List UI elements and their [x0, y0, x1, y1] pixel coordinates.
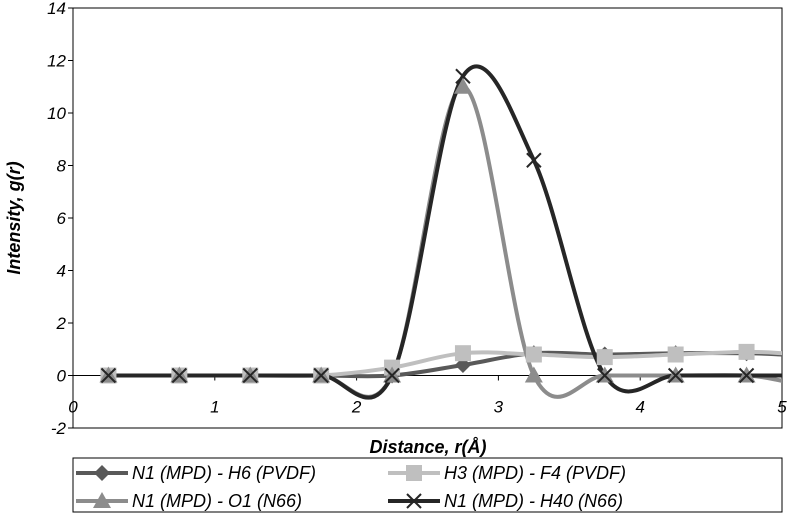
legend-marker	[94, 465, 110, 481]
legend-marker	[406, 465, 422, 481]
x-mark-stroke	[313, 367, 329, 384]
x-mark-stroke	[242, 367, 258, 384]
x-mark-stroke	[738, 367, 755, 384]
series-4-point	[597, 367, 613, 384]
x-tick-label: 1	[210, 398, 219, 417]
x-tick-label: 5	[777, 398, 787, 417]
x-tick-label: 3	[494, 398, 504, 417]
series-4-point	[100, 367, 117, 384]
legend-label: N1 (MPD) - H6 (PVDF)	[132, 463, 316, 483]
legend-marker	[406, 493, 422, 509]
legend-item-2: H3 (MPD) - F4 (PVDF)	[388, 463, 626, 483]
y-axis-title: Intensity, g(r)	[4, 161, 24, 274]
series-2-point	[454, 345, 471, 362]
series-4-point	[171, 367, 188, 384]
series-4-point	[313, 367, 329, 384]
series-3-point	[524, 366, 543, 383]
x-tick-label: 0	[68, 398, 78, 417]
legend-label: H3 (MPD) - F4 (PVDF)	[444, 463, 626, 483]
series-4-point	[455, 68, 471, 84]
series-4-point	[242, 367, 258, 384]
y-tick-label: 6	[57, 209, 67, 228]
series-4-point	[526, 152, 542, 168]
x-tick-label: 4	[635, 398, 644, 417]
legend-item-1: N1 (MPD) - H6 (PVDF)	[76, 463, 316, 483]
y-tick-label: 14	[47, 0, 66, 18]
series-3-point	[453, 77, 472, 94]
legend-marker	[93, 492, 111, 508]
legend-item-3: N1 (MPD) - O1 (N66)	[76, 491, 302, 511]
x-axis-title: Distance, r(Å)	[369, 437, 486, 457]
x-tick-label: 2	[351, 398, 362, 417]
y-tick-label: 4	[57, 262, 66, 281]
y-tick-label: 10	[47, 104, 66, 123]
series-2-point	[525, 346, 542, 363]
x-mark-stroke	[171, 367, 188, 384]
x-mark-stroke	[597, 367, 613, 384]
series-4-point	[384, 367, 400, 384]
series-markers	[99, 68, 756, 384]
x-mark-stroke	[384, 367, 400, 384]
x-mark-stroke	[100, 367, 117, 384]
x-mark-stroke	[455, 68, 471, 84]
series-4-point	[738, 367, 755, 384]
y-tick-label: 2	[56, 314, 67, 333]
y-tick-label: 8	[57, 157, 67, 176]
x-mark-stroke	[667, 367, 684, 384]
y-tick-label: 0	[57, 367, 67, 386]
x-mark-stroke	[526, 152, 542, 168]
series-2-point	[667, 346, 684, 363]
series-2-point	[738, 343, 755, 360]
legend-label: N1 (MPD) - H40 (N66)	[444, 491, 623, 511]
legend-label: N1 (MPD) - O1 (N66)	[132, 491, 302, 511]
series-2-point	[596, 349, 613, 366]
y-tick-label: -2	[51, 419, 67, 438]
y-tick-label: 12	[47, 52, 66, 71]
legend: N1 (MPD) - H6 (PVDF) H3 (MPD) - F4 (PVDF)…	[76, 463, 626, 511]
legend-item-4: N1 (MPD) - H40 (N66)	[388, 491, 623, 511]
x-mark-stroke	[406, 493, 422, 509]
series-4-point	[667, 367, 684, 384]
